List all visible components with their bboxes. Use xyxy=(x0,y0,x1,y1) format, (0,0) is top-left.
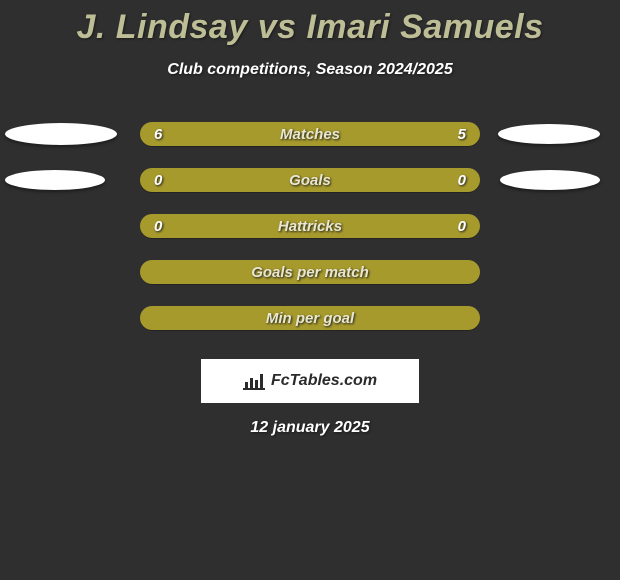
stat-value-left: 6 xyxy=(154,126,194,143)
left-player-oval xyxy=(5,170,105,190)
stat-rows: 6 Matches 5 0 Goals 0 0 Hattricks 0 Goal… xyxy=(0,111,620,341)
stat-value-right: 0 xyxy=(426,218,466,235)
stat-value-right: 0 xyxy=(426,172,466,189)
comparison-title: J. Lindsay vs Imari Samuels xyxy=(0,0,620,47)
brand-text: FcTables.com xyxy=(271,372,377,390)
stat-pill-matches: 6 Matches 5 xyxy=(140,122,480,146)
right-player-oval xyxy=(498,124,600,144)
stat-value-right: 5 xyxy=(426,126,466,143)
stat-label: Min per goal xyxy=(194,310,426,327)
left-player-oval xyxy=(5,123,117,145)
stat-label: Goals per match xyxy=(194,264,426,281)
stat-value-left: 0 xyxy=(154,218,194,235)
stat-label: Hattricks xyxy=(194,218,426,235)
footer-date: 12 january 2025 xyxy=(0,419,620,437)
stat-row: 6 Matches 5 xyxy=(0,111,620,157)
stat-pill-min-per-goal: Min per goal xyxy=(140,306,480,330)
stat-pill-goals-per-match: Goals per match xyxy=(140,260,480,284)
bar-chart-icon xyxy=(243,372,265,390)
stat-pill-goals: 0 Goals 0 xyxy=(140,168,480,192)
stat-pill-hattricks: 0 Hattricks 0 xyxy=(140,214,480,238)
brand-box: FcTables.com xyxy=(201,359,419,403)
stat-row: 0 Goals 0 xyxy=(0,157,620,203)
comparison-subtitle: Club competitions, Season 2024/2025 xyxy=(0,61,620,79)
stat-label: Goals xyxy=(194,172,426,189)
right-player-oval xyxy=(500,170,600,190)
stat-value-left: 0 xyxy=(154,172,194,189)
stat-label: Matches xyxy=(194,126,426,143)
stat-row: Goals per match xyxy=(0,249,620,295)
stat-row: 0 Hattricks 0 xyxy=(0,203,620,249)
stat-row: Min per goal xyxy=(0,295,620,341)
